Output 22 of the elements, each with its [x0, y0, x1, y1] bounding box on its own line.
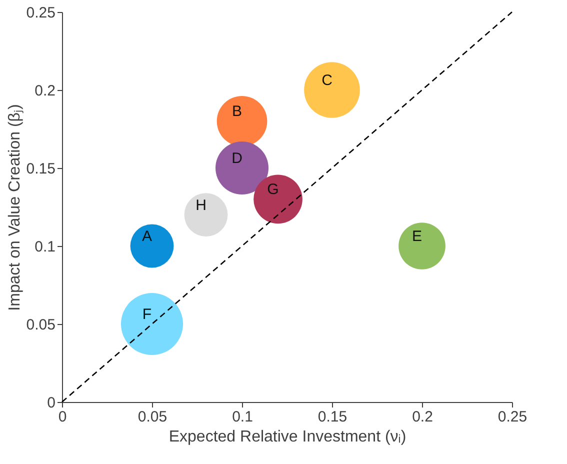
x-tick-label: 0.05 [138, 408, 168, 426]
y-axis-title: Impact on Value Creation (βⱼ) [6, 104, 24, 311]
x-axis-title: Expected Relative Investment (νᵢ) [168, 428, 406, 446]
series-label: F [142, 306, 152, 323]
y-tick-label: 0.25 [26, 4, 56, 22]
series-label: C [322, 72, 333, 89]
series-label: A [142, 228, 152, 245]
x-tick-label: 0.25 [498, 408, 528, 426]
y-tick-label: 0.2 [34, 82, 56, 100]
x-tick-label: 0.15 [318, 408, 348, 426]
series-label: E [412, 228, 422, 245]
x-tick-label: 0.2 [412, 408, 433, 426]
series-label: D [232, 150, 243, 167]
y-tick-label: 0.05 [26, 316, 56, 334]
y-tick-label: 0.1 [34, 238, 56, 256]
x-tick-label: 0 [58, 408, 67, 426]
x-tick-label: 0.1 [232, 408, 253, 426]
series-label: B [232, 103, 242, 120]
y-tick-label: 0 [47, 394, 56, 412]
series-label: H [196, 196, 206, 214]
y-tick-label: 0.15 [26, 160, 56, 178]
series-label: G [267, 181, 279, 198]
